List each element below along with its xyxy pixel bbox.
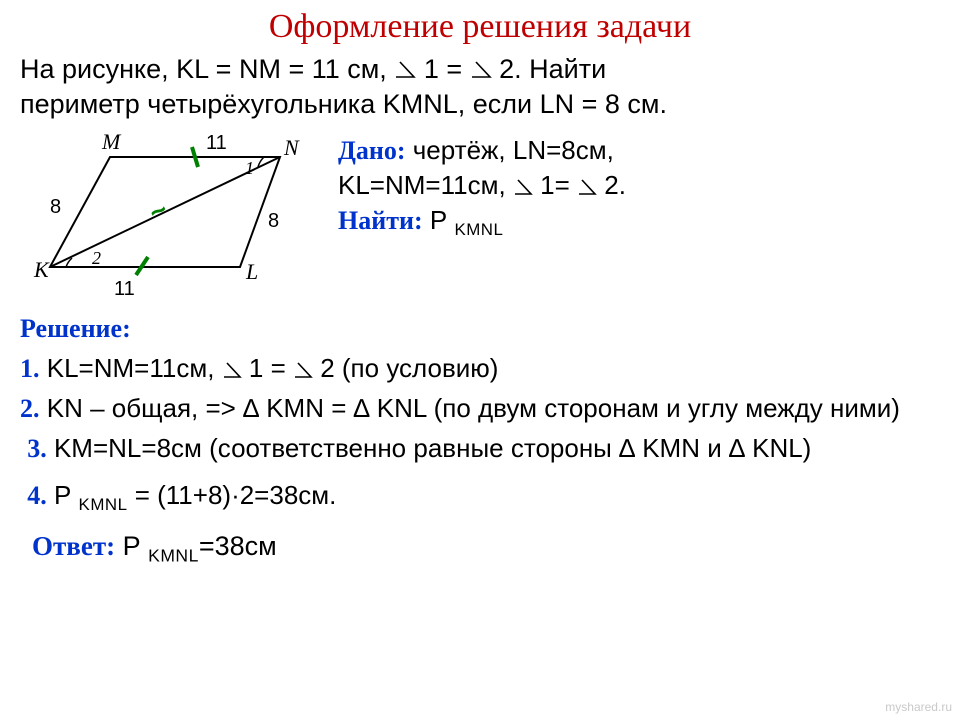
- solution-block: Решение: 1. KL=NM=11см, 1 = 2 (по услови…: [20, 311, 940, 517]
- svg-text:1: 1: [245, 158, 254, 178]
- step-number-4: 4.: [27, 481, 47, 510]
- problem-statement: На рисунке, KL = NM = 11 см, 1 = 2. Найт…: [20, 52, 940, 121]
- watermark: myshared.ru: [885, 700, 952, 714]
- step-4-text-a: Р: [54, 480, 79, 510]
- angle-icon: [293, 361, 313, 379]
- step-3-text: KM=NL=8см (соответственно равные стороны…: [54, 433, 811, 463]
- step-number-2: 2.: [20, 394, 40, 423]
- svg-text:L: L: [245, 259, 258, 284]
- find-text: Р: [430, 205, 455, 235]
- step-number-1: 1.: [20, 354, 40, 383]
- given-text-3: 1=: [540, 170, 577, 200]
- angle-icon: [394, 60, 416, 80]
- svg-text:8: 8: [268, 210, 279, 232]
- angle-icon: [513, 178, 533, 196]
- find-sub: KMNL: [454, 220, 503, 239]
- answer-text-b: =38см: [199, 531, 277, 561]
- given-text-4: 2.: [604, 170, 626, 200]
- geometry-figure: ~ 1 2 M N K L 11 11 8 8: [20, 127, 320, 307]
- svg-text:11: 11: [114, 278, 135, 300]
- problem-text-1: На рисунке, KL = NM = 11 см,: [20, 54, 394, 84]
- step-1-text-a: KL=NM=11см,: [47, 353, 222, 383]
- find-label: Найти:: [338, 206, 423, 235]
- step-1-text-b: 1 =: [249, 353, 293, 383]
- problem-text-4: периметр четырёхугольника KMNL, если LN …: [20, 89, 667, 119]
- problem-text-3: 2. Найти: [499, 54, 606, 84]
- solution-label: Решение:: [20, 314, 131, 343]
- svg-text:2: 2: [92, 248, 101, 268]
- svg-text:8: 8: [50, 196, 61, 218]
- given-label: Дано:: [338, 136, 406, 165]
- step-number-3: 3.: [27, 434, 47, 463]
- given-block: Дано: чертёж, LN=8см, KL=NM=11см, 1= 2. …: [338, 127, 940, 241]
- angle-icon: [222, 361, 242, 379]
- step-2-text: KN – общая, => ∆ KMN = ∆ KNL (по двум ст…: [47, 393, 900, 423]
- page-title: Оформление решения задачи: [20, 8, 940, 46]
- svg-text:M: M: [101, 129, 122, 154]
- svg-text:N: N: [283, 135, 300, 160]
- svg-text:K: K: [33, 257, 50, 282]
- problem-text-2: 1 =: [424, 54, 470, 84]
- step-4-sub: KMNL: [79, 496, 128, 515]
- svg-text:11: 11: [206, 132, 227, 154]
- step-4-text-b: = (11+8)·2=38см.: [127, 480, 336, 510]
- given-text-2: KL=NM=11см,: [338, 170, 513, 200]
- step-1-text-c: 2 (по условию): [320, 353, 498, 383]
- given-text-1: чертёж, LN=8см,: [413, 135, 614, 165]
- answer-label: Ответ:: [32, 531, 115, 561]
- angle-icon: [470, 60, 492, 80]
- answer-block: Ответ: Р KMNL=38см: [32, 531, 940, 566]
- answer-sub: KMNL: [148, 546, 199, 566]
- angle-icon: [577, 178, 597, 196]
- answer-text-a: Р: [123, 531, 149, 561]
